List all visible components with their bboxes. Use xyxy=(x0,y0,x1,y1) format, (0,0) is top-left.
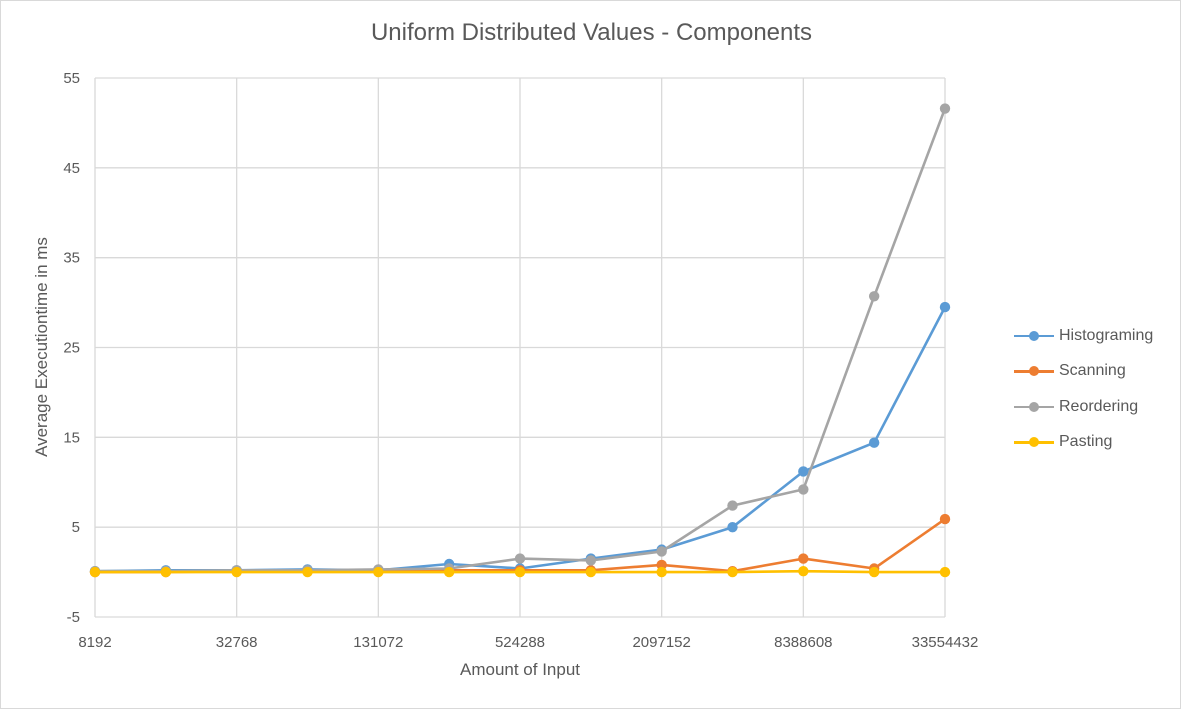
legend-item: Pasting xyxy=(1014,425,1153,461)
grid-lines xyxy=(94,77,946,618)
data-point xyxy=(727,500,738,511)
data-point xyxy=(656,559,667,571)
data-point xyxy=(798,565,809,577)
data-point xyxy=(585,566,597,578)
legend-item: Reordering xyxy=(1014,389,1153,425)
y-tick-label: 25 xyxy=(63,340,80,357)
data-point xyxy=(939,566,951,578)
y-tick-labels: -5 5 15 25 35 45 55 xyxy=(63,70,80,626)
y-tick-label: -5 xyxy=(67,609,80,626)
legend: Histograming Scanning Reordering Pasting xyxy=(1014,318,1153,460)
legend-label: Pasting xyxy=(1059,433,1113,451)
x-tick-label: 33554432 xyxy=(912,634,979,651)
data-point xyxy=(231,566,242,578)
legend-swatch xyxy=(1014,361,1054,381)
y-tick-label: 5 xyxy=(72,519,80,536)
x-tick-label: 131072 xyxy=(353,634,403,651)
y-tick-label: 45 xyxy=(63,160,80,177)
data-point xyxy=(302,566,313,578)
data-point xyxy=(443,566,455,578)
data-point xyxy=(868,437,880,448)
y-tick-label: 55 xyxy=(63,70,80,87)
data-point xyxy=(798,466,809,477)
data-point xyxy=(939,103,951,114)
x-tick-labels: 8192 32768 131072 524288 2097152 8388608 33554… xyxy=(78,634,978,651)
data-point xyxy=(89,566,101,578)
y-tick-label: 15 xyxy=(63,429,80,446)
legend-label: Scanning xyxy=(1059,362,1126,380)
legend-item: Histograming xyxy=(1014,318,1153,354)
x-tick-label: 8192 xyxy=(78,634,111,651)
legend-item: Scanning xyxy=(1014,354,1153,390)
x-axis-title: Amount of Input xyxy=(459,660,581,679)
chart-title: Uniform Distributed Values - Components xyxy=(370,19,813,46)
data-point xyxy=(160,566,172,578)
legend-swatch xyxy=(1014,397,1054,417)
data-point xyxy=(868,566,880,578)
data-point xyxy=(798,553,809,564)
data-point xyxy=(514,566,526,578)
x-tick-label: 524288 xyxy=(495,634,545,651)
data-point xyxy=(939,513,951,525)
data-point xyxy=(585,555,597,566)
series-lines xyxy=(89,103,951,578)
data-point xyxy=(798,484,809,495)
data-point xyxy=(656,546,667,557)
legend-swatch xyxy=(1014,432,1054,452)
data-point xyxy=(373,566,384,578)
data-point xyxy=(727,566,738,578)
x-tick-label: 32768 xyxy=(216,634,258,651)
data-point xyxy=(727,521,738,533)
x-tick-label: 2097152 xyxy=(632,634,690,651)
legend-label: Reordering xyxy=(1059,397,1139,415)
data-point xyxy=(868,291,880,302)
y-tick-label: 35 xyxy=(63,250,80,267)
legend-swatch xyxy=(1014,326,1054,346)
x-tick-label: 8388608 xyxy=(774,634,832,651)
series-pasting xyxy=(89,565,951,578)
data-point xyxy=(656,566,667,578)
legend-label: Histograming xyxy=(1059,326,1154,344)
data-point xyxy=(514,553,526,564)
data-point xyxy=(939,301,951,313)
